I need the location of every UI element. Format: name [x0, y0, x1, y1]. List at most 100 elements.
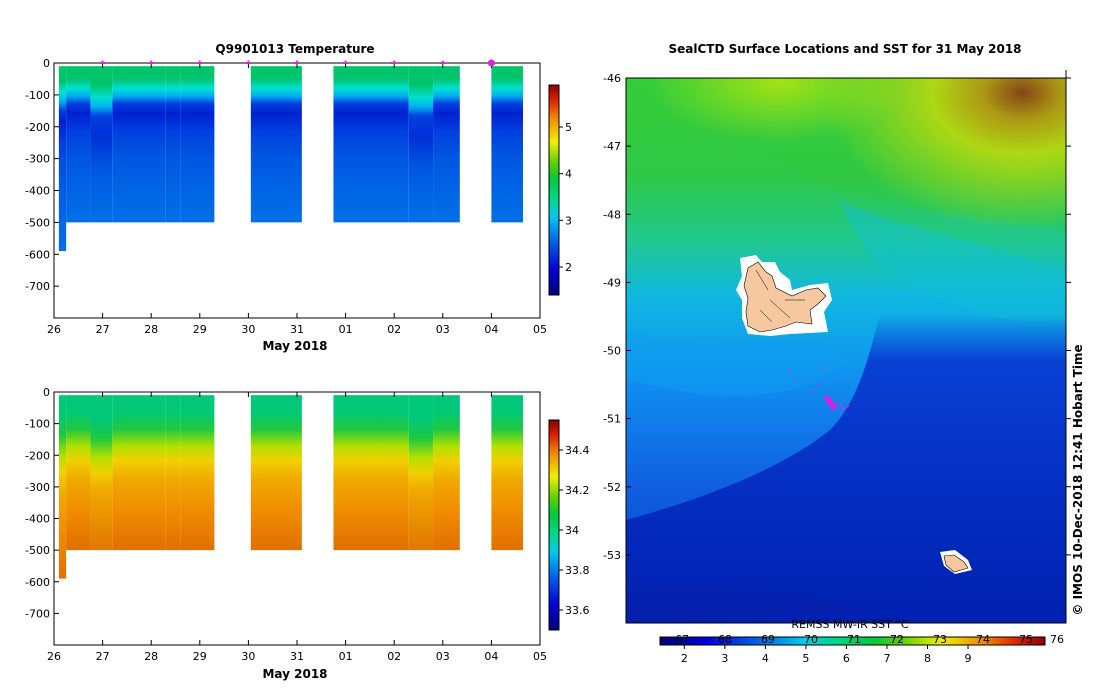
sal-profile-column — [165, 395, 181, 551]
map-latitude-axis: -46 -47 -48 -49 -50 -51 -52 -53 — [603, 70, 1071, 562]
profile-marker — [294, 60, 300, 64]
sst-celsius-tick-label: 9 — [965, 652, 972, 665]
kerguelen-island — [736, 255, 832, 336]
temp-y-tick-label: -400 — [25, 185, 50, 198]
credit-text: © IMOS 10-Dec-2018 12:41 Hobart Time — [1071, 344, 1085, 615]
temp-x-tick-label: 03 — [436, 323, 450, 336]
sal-x-tick-label: 04 — [484, 650, 498, 663]
temperature-profiles — [58, 66, 523, 252]
sal-y-tick-label: -300 — [25, 481, 50, 494]
sal-profile-column — [180, 395, 215, 551]
temperature-y-axis: 0 -100 -200 -300 -400 -500 -600 -700 — [25, 57, 59, 293]
profile-marker — [197, 60, 203, 64]
temp-x-tick-label: 05 — [533, 323, 547, 336]
temperature-xlabel: May 2018 — [262, 339, 327, 353]
sal-x-tick-label: 05 — [533, 650, 547, 663]
temp-profile-column — [66, 66, 91, 223]
temperature-title: Q9901013 Temperature — [215, 42, 374, 56]
sst-colorbar-label: REMSS MW-IR SST °C — [791, 618, 909, 631]
sal-profile-column — [408, 395, 434, 551]
temperature-x-axis: 26 27 28 29 30 31 01 02 03 04 05 — [47, 63, 547, 336]
map-lat-tick-label: -49 — [603, 276, 621, 289]
sst-fahrenheit-tick-label: 75 — [1019, 633, 1033, 646]
temp-profile-column — [112, 66, 166, 223]
colorbar-tick-label: 33.8 — [565, 564, 590, 577]
salinity-colorbar — [548, 419, 560, 631]
sst-celsius-tick-label: 8 — [924, 652, 931, 665]
temp-x-tick-label: 28 — [144, 323, 158, 336]
temp-x-tick-label: 01 — [339, 323, 353, 336]
profile-marker — [100, 60, 106, 64]
sst-celsius-tick-label: 6 — [843, 652, 850, 665]
temp-profile-column — [90, 66, 113, 223]
sst-fahrenheit-tick-label: 76 — [1050, 633, 1064, 646]
map-lat-tick-label: -47 — [603, 140, 621, 153]
temp-y-tick-label: -100 — [25, 89, 50, 102]
sal-x-tick-label: 03 — [436, 650, 450, 663]
salinity-profiles — [58, 395, 523, 579]
sst-fahrenheit-tick-label: 69 — [761, 633, 775, 646]
sal-profile-column — [90, 395, 113, 551]
sst-celsius-tick-label: 7 — [883, 652, 890, 665]
colorbar-tick-label: 4 — [565, 168, 572, 181]
temperature-colorbar — [548, 84, 560, 296]
map-lat-tick-label: -51 — [603, 413, 621, 426]
sst-colorbar-celsius-ticks: 2 3 4 5 6 7 8 9 — [681, 645, 972, 665]
sst-fahrenheit-tick-label: 68 — [718, 633, 732, 646]
sal-x-tick-label: 26 — [47, 650, 61, 663]
salinity-x-axis: 26 27 28 29 30 31 01 02 03 04 05 — [47, 392, 547, 663]
sal-profile-column — [66, 395, 91, 551]
salinity-y-axis: 0 -100 -200 -300 -400 -500 -600 -700 — [25, 386, 59, 620]
profile-marker — [148, 60, 154, 64]
salinity-colorbar-ticks: 33.6 33.8 34 34.2 34.4 — [559, 444, 590, 617]
temp-y-tick-label: -200 — [25, 121, 50, 134]
sst-colorbar-fahrenheit-ticks: 67 68 69 70 71 72 73 74 75 76 — [675, 633, 1064, 646]
profile-marker — [391, 60, 397, 64]
sst-fahrenheit-tick-label: 72 — [890, 633, 904, 646]
sal-profile-column — [112, 395, 166, 551]
map-lat-tick-label: -53 — [603, 549, 621, 562]
colorbar-tick-label: 3 — [565, 214, 572, 227]
colorbar-tick-label: 34.2 — [565, 484, 590, 497]
sst-celsius-tick-label: 4 — [762, 652, 769, 665]
sal-y-tick-label: -400 — [25, 513, 50, 526]
profile-marker — [440, 60, 446, 64]
colorbar-tick-label: 34 — [565, 524, 579, 537]
colorbar-tick-label: 33.6 — [565, 604, 590, 617]
map-lat-tick-label: -48 — [603, 208, 621, 221]
sal-x-tick-label: 28 — [144, 650, 158, 663]
profile-marker — [245, 60, 251, 64]
sal-profile-column — [333, 395, 409, 551]
map-title: SealCTD Surface Locations and SST for 31… — [668, 42, 1021, 56]
temp-profile-column — [180, 66, 215, 223]
sst-field — [626, 78, 1066, 623]
sst-map-panel: SealCTD Surface Locations and SST for 31… — [603, 42, 1085, 665]
sal-y-tick-label: -100 — [25, 418, 50, 431]
sal-y-tick-label: -600 — [25, 576, 50, 589]
salinity-panel: 0 -100 -200 -300 -400 -500 -600 -700 26 27 28 29 30… — [25, 386, 589, 681]
temperature-colorbar-ticks: 2 3 4 5 — [559, 121, 572, 274]
temp-x-tick-label: 27 — [96, 323, 110, 336]
map-lat-tick-label: -50 — [603, 345, 621, 358]
sst-celsius-tick-label: 5 — [802, 652, 809, 665]
temp-x-tick-label: 31 — [290, 323, 304, 336]
temp-profile-column — [408, 66, 434, 223]
sal-y-tick-label: -700 — [25, 607, 50, 620]
sal-x-tick-label: 31 — [290, 650, 304, 663]
sal-y-tick-label: -500 — [25, 544, 50, 557]
sst-fahrenheit-tick-label: 70 — [804, 633, 818, 646]
temp-y-tick-label: -700 — [25, 280, 50, 293]
heard-island — [940, 550, 972, 574]
salinity-xlabel: May 2018 — [262, 667, 327, 681]
sst-fahrenheit-tick-label: 71 — [847, 633, 861, 646]
temp-profile-column — [491, 66, 523, 223]
sst-colorbar — [659, 636, 1046, 646]
temp-y-tick-label: 0 — [43, 57, 50, 70]
temp-x-tick-label: 30 — [241, 323, 255, 336]
map-lat-tick-label: -46 — [603, 72, 621, 85]
sal-x-tick-label: 01 — [339, 650, 353, 663]
sst-fahrenheit-tick-label: 73 — [933, 633, 947, 646]
temp-y-tick-label: -500 — [25, 216, 50, 229]
sst-celsius-tick-label: 2 — [681, 652, 688, 665]
